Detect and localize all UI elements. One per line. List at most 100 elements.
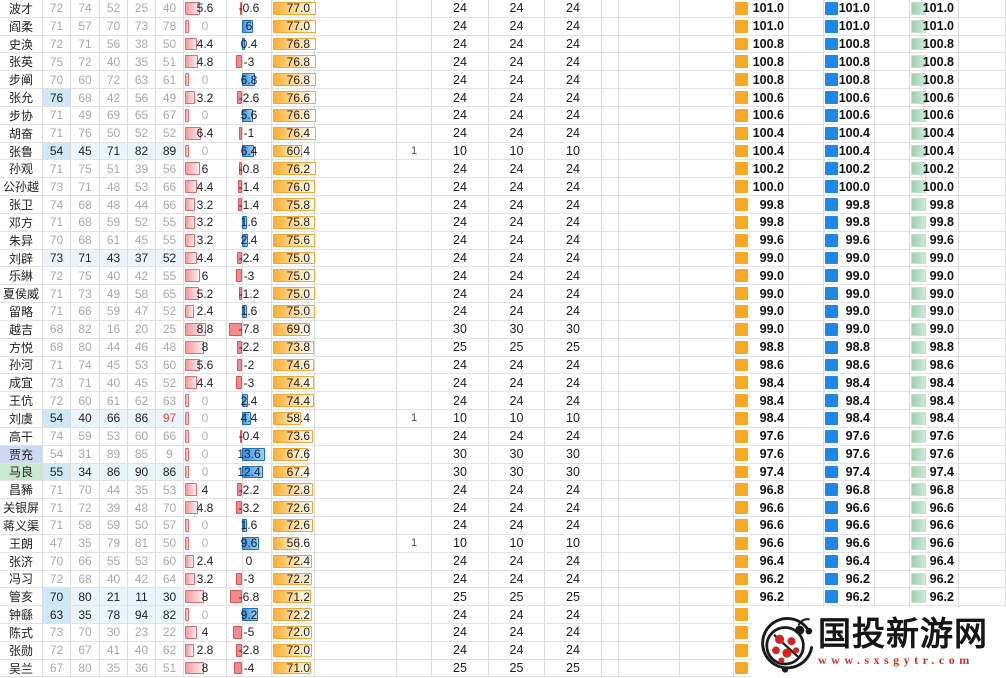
total-orange-cell[interactable]: 96.8 bbox=[734, 481, 789, 500]
stat-cell[interactable]: 23 bbox=[128, 623, 156, 642]
empty-cell[interactable] bbox=[789, 303, 824, 321]
stat-cell[interactable]: 50 bbox=[156, 35, 184, 54]
score-bar-cell[interactable]: 76.8 bbox=[272, 53, 316, 72]
stat-cell[interactable]: 71 bbox=[43, 303, 71, 321]
count-cell[interactable]: 24 bbox=[432, 124, 489, 143]
delta-bar-cell[interactable]: 8 bbox=[184, 338, 227, 357]
score-bar-cell[interactable]: 72.8 bbox=[272, 481, 315, 500]
stat-cell[interactable]: 45 bbox=[128, 374, 156, 393]
count-cell[interactable]: 24 bbox=[432, 285, 489, 304]
count-cell[interactable]: 24 bbox=[489, 427, 545, 446]
empty-cell[interactable] bbox=[789, 552, 824, 571]
score-bar-cell[interactable]: 75.0 bbox=[272, 249, 315, 268]
stat-cell[interactable]: 71 bbox=[43, 213, 71, 232]
diverging-bar-cell[interactable]: -3 bbox=[227, 570, 272, 589]
count-cell[interactable]: 24 bbox=[545, 285, 602, 304]
name-cell[interactable]: 阎柔 bbox=[0, 17, 43, 36]
name-cell[interactable]: 冯习 bbox=[0, 570, 43, 589]
empty-cell[interactable] bbox=[959, 320, 1006, 339]
total-green-cell[interactable]: 96.8 bbox=[910, 481, 959, 500]
empty-cell[interactable] bbox=[619, 231, 680, 250]
empty-cell[interactable] bbox=[602, 641, 619, 660]
count-cell[interactable]: 30 bbox=[545, 463, 602, 482]
stat-cell[interactable]: 40 bbox=[128, 641, 156, 660]
stat-cell[interactable]: 55 bbox=[156, 267, 184, 286]
empty-cell[interactable] bbox=[959, 106, 1006, 125]
empty-cell[interactable] bbox=[875, 427, 910, 446]
empty-cell[interactable] bbox=[680, 445, 734, 464]
empty-cell[interactable] bbox=[789, 463, 824, 482]
empty-cell[interactable] bbox=[602, 623, 619, 642]
stat-cell[interactable]: 66 bbox=[71, 303, 100, 321]
stat-cell[interactable]: 60 bbox=[156, 356, 184, 375]
name-cell[interactable]: 公孙越 bbox=[0, 178, 43, 197]
empty-cell[interactable] bbox=[789, 410, 824, 428]
count-cell[interactable]: 10 bbox=[489, 142, 545, 161]
empty-cell[interactable] bbox=[875, 17, 910, 36]
total-blue-cell[interactable]: 98.8 bbox=[824, 338, 875, 357]
empty-cell[interactable] bbox=[680, 213, 734, 232]
stat-cell[interactable]: 61 bbox=[100, 231, 128, 250]
score-bar-cell[interactable]: 74.4 bbox=[272, 374, 315, 393]
empty-cell[interactable] bbox=[680, 106, 734, 125]
stat-cell[interactable]: 74 bbox=[43, 196, 71, 214]
empty-cell[interactable] bbox=[619, 356, 680, 375]
stat-cell[interactable]: 70 bbox=[43, 231, 71, 250]
stat-cell[interactable]: 54 bbox=[43, 410, 71, 428]
flag-cell[interactable] bbox=[397, 517, 432, 535]
flag-cell[interactable] bbox=[397, 606, 432, 624]
delta-bar-cell[interactable]: 4.4 bbox=[184, 374, 227, 393]
stat-cell[interactable]: 80 bbox=[71, 659, 100, 678]
stat-cell[interactable]: 71 bbox=[43, 517, 71, 535]
stat-cell[interactable]: 66 bbox=[156, 178, 184, 197]
count-cell[interactable]: 24 bbox=[489, 196, 545, 214]
diverging-bar-cell[interactable]: 6 bbox=[227, 17, 272, 36]
stat-cell[interactable]: 34 bbox=[71, 463, 100, 482]
empty-cell[interactable] bbox=[619, 659, 680, 678]
empty-cell[interactable] bbox=[680, 392, 734, 411]
stat-cell[interactable]: 73 bbox=[43, 178, 71, 197]
name-cell[interactable]: 贾充 bbox=[0, 445, 43, 464]
name-cell[interactable]: 关银屏 bbox=[0, 499, 43, 518]
empty-cell[interactable] bbox=[789, 320, 824, 339]
total-blue-cell[interactable]: 100.4 bbox=[824, 142, 875, 161]
stat-cell[interactable]: 11 bbox=[128, 588, 156, 607]
name-cell[interactable]: 孙观 bbox=[0, 160, 43, 179]
delta-bar-cell[interactable]: 6 bbox=[184, 267, 227, 286]
empty-cell[interactable] bbox=[602, 0, 619, 18]
stat-cell[interactable]: 44 bbox=[100, 338, 128, 357]
empty-cell[interactable] bbox=[619, 606, 680, 624]
stat-cell[interactable]: 67 bbox=[156, 106, 184, 125]
count-cell[interactable]: 24 bbox=[545, 196, 602, 214]
name-cell[interactable]: 刘辟 bbox=[0, 249, 43, 268]
stat-cell[interactable]: 82 bbox=[156, 606, 184, 624]
count-cell[interactable]: 25 bbox=[545, 338, 602, 357]
empty-cell[interactable] bbox=[789, 267, 824, 286]
flag-cell[interactable] bbox=[397, 445, 432, 464]
stat-cell[interactable]: 50 bbox=[156, 534, 184, 553]
stat-cell[interactable]: 71 bbox=[43, 17, 71, 36]
stat-cell[interactable]: 57 bbox=[71, 17, 100, 36]
name-cell[interactable]: 步协 bbox=[0, 106, 43, 125]
stat-cell[interactable]: 59 bbox=[71, 427, 100, 446]
total-blue-cell[interactable]: 99.0 bbox=[824, 285, 875, 304]
count-cell[interactable]: 24 bbox=[432, 374, 489, 393]
stat-cell[interactable]: 89 bbox=[100, 445, 128, 464]
stat-cell[interactable]: 53 bbox=[156, 481, 184, 500]
name-cell[interactable]: 张勋 bbox=[0, 641, 43, 660]
total-green-cell[interactable]: 100.0 bbox=[910, 178, 959, 197]
stat-cell[interactable]: 41 bbox=[100, 641, 128, 660]
count-cell[interactable]: 30 bbox=[489, 320, 545, 339]
count-cell[interactable]: 24 bbox=[432, 570, 489, 589]
stat-cell[interactable]: 36 bbox=[128, 659, 156, 678]
score-bar-cell[interactable]: 76.6 bbox=[272, 106, 316, 125]
empty-cell[interactable] bbox=[619, 641, 680, 660]
stat-cell[interactable]: 50 bbox=[100, 124, 128, 143]
delta-bar-cell[interactable]: 8 bbox=[184, 659, 227, 678]
stat-cell[interactable]: 44 bbox=[128, 196, 156, 214]
count-cell[interactable]: 24 bbox=[545, 392, 602, 411]
stat-cell[interactable]: 48 bbox=[128, 499, 156, 518]
empty-cell[interactable] bbox=[789, 35, 824, 54]
name-cell[interactable]: 王朗 bbox=[0, 534, 43, 553]
total-orange-cell[interactable]: 96.6 bbox=[734, 534, 789, 553]
